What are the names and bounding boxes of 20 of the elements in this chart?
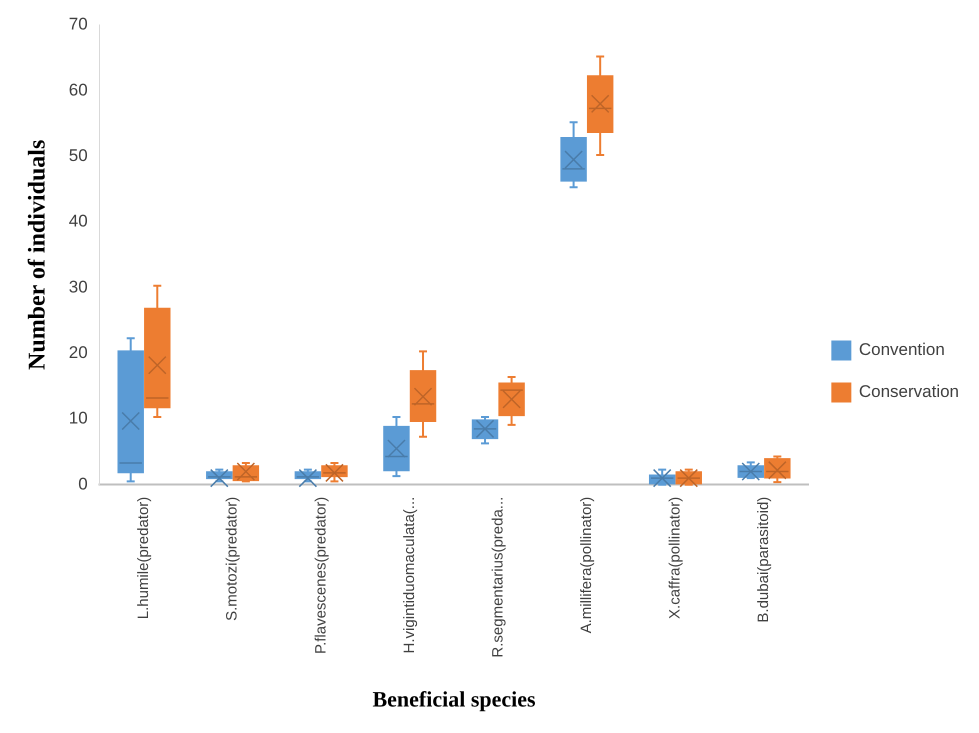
x-tick-label: B.dubai(parasitoid) [755, 496, 772, 623]
y-tick-label: 10 [68, 408, 88, 428]
x-axis-title: Beneficial species [372, 686, 536, 712]
y-tick-label: 70 [68, 14, 88, 34]
x-tick-label: R.segmentarius(preda... [489, 496, 506, 658]
x-tick-label: L.humile(predator) [135, 496, 152, 620]
y-tick-label: 50 [68, 146, 88, 166]
x-tick-label: H.vigintiduomaculata(... [400, 496, 418, 654]
legend-label: Conservation [858, 382, 960, 402]
y-tick-label: 20 [68, 343, 88, 362]
x-tick-label: P.flavescenes(predator) [312, 496, 330, 654]
x-tick-label: X.caffra(pollinator) [666, 496, 684, 619]
y-tick-label: 60 [68, 80, 88, 100]
legend-label: Convention [858, 340, 945, 360]
y-tick-label: 0 [78, 474, 88, 494]
y-axis-title: Number of individuals [24, 140, 51, 370]
x-tick-label: S.motozi(predator) [224, 496, 241, 621]
y-tick-label: 40 [68, 212, 88, 231]
x-tick-label: A.millifera(pollinator) [578, 496, 596, 634]
y-tick-label: 30 [68, 277, 88, 296]
